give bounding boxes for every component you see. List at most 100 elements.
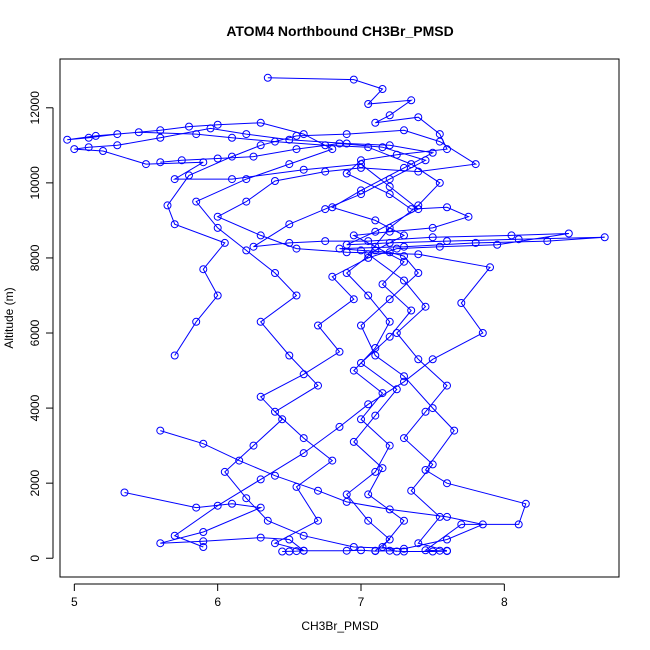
series-line xyxy=(67,122,448,552)
data-point xyxy=(170,531,179,540)
x-axis: 5 6 7 8 xyxy=(71,583,508,609)
data-point xyxy=(400,252,408,261)
data-point xyxy=(342,248,351,257)
data-point xyxy=(364,143,373,152)
data-point xyxy=(113,130,122,139)
y-axis: 0 2000 4000 6000 8000 10000 12000 xyxy=(28,91,54,562)
data-point xyxy=(385,175,394,184)
data-point xyxy=(414,539,423,548)
data-point xyxy=(70,145,79,154)
data-point xyxy=(199,528,208,536)
y-tick-label: 0 xyxy=(28,555,42,562)
data-point xyxy=(271,407,279,416)
data-point xyxy=(84,143,93,152)
data-point xyxy=(91,131,100,140)
data-point xyxy=(493,240,502,249)
data-point xyxy=(299,449,308,458)
data-point xyxy=(342,130,351,139)
data-point xyxy=(271,269,279,277)
data-point xyxy=(156,158,165,167)
data-point xyxy=(314,486,322,495)
data-point xyxy=(271,137,279,146)
data-point xyxy=(428,355,437,364)
data-point xyxy=(242,130,251,139)
data-point xyxy=(385,505,394,514)
data-point xyxy=(378,143,387,152)
data-point xyxy=(400,544,408,553)
data-point xyxy=(400,242,408,251)
data-point xyxy=(256,533,265,542)
data-point xyxy=(292,244,301,253)
data-point xyxy=(507,231,516,240)
data-point xyxy=(400,372,408,381)
data-point xyxy=(392,547,401,556)
data-point xyxy=(242,197,251,206)
data-point xyxy=(199,265,208,274)
data-point xyxy=(407,96,416,105)
data-point xyxy=(299,546,308,555)
data-point xyxy=(335,347,344,356)
data-point xyxy=(328,272,337,281)
data-point xyxy=(342,169,351,178)
data-point xyxy=(378,280,387,289)
data-point xyxy=(192,503,201,512)
data-point xyxy=(321,237,330,246)
series-layer xyxy=(63,73,609,556)
data-point xyxy=(213,154,222,163)
x-axis-label: CH3Br_PMSD xyxy=(301,619,379,633)
data-point xyxy=(285,220,294,229)
data-point xyxy=(421,546,430,555)
data-point xyxy=(256,231,265,240)
y-tick-label: 4000 xyxy=(28,394,42,421)
data-point xyxy=(514,520,523,529)
series-line xyxy=(166,129,491,548)
data-point xyxy=(228,133,236,142)
data-point xyxy=(385,332,394,341)
data-point xyxy=(299,370,308,379)
data-point xyxy=(185,171,193,180)
data-point xyxy=(392,385,401,394)
data-point xyxy=(142,160,150,169)
data-point xyxy=(249,242,258,251)
data-point xyxy=(385,190,394,199)
data-point xyxy=(256,317,265,326)
data-point xyxy=(156,539,165,548)
data-point xyxy=(113,141,122,150)
series-line xyxy=(160,142,569,550)
data-point xyxy=(435,242,444,251)
data-point xyxy=(364,237,373,246)
data-point xyxy=(292,291,301,300)
data-point xyxy=(428,404,437,413)
data-point xyxy=(285,535,294,544)
data-point xyxy=(407,306,416,315)
data-point xyxy=(514,235,523,244)
x-tick-label: 5 xyxy=(71,595,78,609)
data-point xyxy=(407,205,416,214)
data-point xyxy=(371,242,380,251)
data-point xyxy=(371,216,380,225)
data-point xyxy=(263,73,272,82)
data-point xyxy=(400,434,408,443)
data-point xyxy=(443,381,451,390)
data-point xyxy=(299,130,308,139)
data-point xyxy=(235,456,244,465)
data-point xyxy=(271,539,279,548)
data-point xyxy=(170,220,179,229)
data-point xyxy=(285,238,294,247)
data-point xyxy=(435,178,444,187)
data-point xyxy=(521,499,530,508)
data-point xyxy=(471,238,480,247)
data-point xyxy=(385,317,394,326)
data-point xyxy=(400,126,408,135)
data-point xyxy=(263,516,272,525)
data-point xyxy=(177,156,186,165)
data-point xyxy=(364,490,373,499)
y-axis-label: Altitude (m) xyxy=(2,287,16,348)
data-point xyxy=(299,531,308,540)
data-point xyxy=(199,537,208,546)
data-point xyxy=(349,543,358,551)
data-point xyxy=(321,167,330,176)
data-point xyxy=(185,122,193,131)
data-point xyxy=(213,120,222,129)
